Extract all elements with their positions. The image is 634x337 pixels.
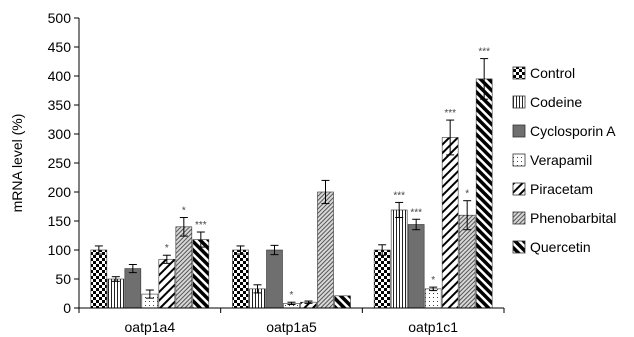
significance-marker: *** <box>410 207 422 218</box>
legend-label: Piracetam <box>530 181 593 197</box>
y-tick-label: 250 <box>48 155 72 171</box>
legend-swatch <box>512 95 526 109</box>
significance-marker: * <box>182 206 186 217</box>
bar <box>266 249 283 309</box>
y-tick-label: 300 <box>48 126 72 142</box>
bar <box>317 191 334 309</box>
y-tick-label: 0 <box>63 300 71 316</box>
bar <box>90 249 108 309</box>
y-tick-label: 500 <box>48 10 72 26</box>
legend-label: Control <box>530 65 575 81</box>
significance-marker: *** <box>393 190 405 201</box>
y-tick-label: 350 <box>48 97 72 113</box>
bar <box>158 258 176 309</box>
y-tick-label: 450 <box>48 39 72 55</box>
x-tick-label: oatp1a4 <box>125 319 176 335</box>
y-tick-label: 150 <box>48 213 72 229</box>
legend-swatch <box>512 153 526 167</box>
bar-series: ******************** <box>90 47 493 309</box>
legend-label: Cyclosporin A <box>530 123 616 139</box>
bar <box>334 295 351 309</box>
legend-label: Quercetin <box>530 239 591 255</box>
bar <box>107 278 125 309</box>
legend-swatch <box>512 211 526 225</box>
significance-marker: * <box>165 243 169 254</box>
x-tick-label: oatp1c1 <box>408 319 458 335</box>
bar <box>232 249 249 309</box>
bar <box>124 268 142 309</box>
bar <box>390 209 408 309</box>
legend-swatch <box>512 66 526 80</box>
y-tick-label: 50 <box>55 271 71 287</box>
y-axis: 0 50 100 150 200 250 300 350 400 450 500 <box>48 10 80 316</box>
y-tick-label: 200 <box>48 184 72 200</box>
legend: Control Codeine Cyclosporin A Verapamil Pira… <box>512 65 616 255</box>
bar <box>424 288 442 309</box>
x-tick-label: oatp1a5 <box>266 319 317 335</box>
significance-marker: * <box>465 189 469 200</box>
bar <box>192 239 210 309</box>
y-tick-label: 400 <box>48 68 72 84</box>
bar <box>441 137 459 309</box>
significance-marker: *** <box>444 108 456 119</box>
legend-swatch <box>512 124 526 138</box>
x-axis: oatp1a4 oatp1a5 oatp1c1 <box>78 307 505 335</box>
significance-marker: *** <box>478 47 490 58</box>
legend-swatch <box>512 182 526 196</box>
significance-marker: * <box>290 290 294 301</box>
y-axis-label: mRNA level (%) <box>9 114 25 213</box>
legend-label: Codeine <box>530 94 582 110</box>
significance-marker: *** <box>195 220 207 231</box>
bar <box>373 249 391 309</box>
bar <box>175 226 193 309</box>
y-tick-label: 100 <box>48 242 72 258</box>
bar <box>407 224 425 309</box>
bar <box>475 78 493 309</box>
legend-label: Phenobarbital <box>530 210 616 226</box>
legend-swatch <box>512 240 526 254</box>
significance-marker: * <box>431 275 435 286</box>
legend-label: Verapamil <box>530 152 592 168</box>
